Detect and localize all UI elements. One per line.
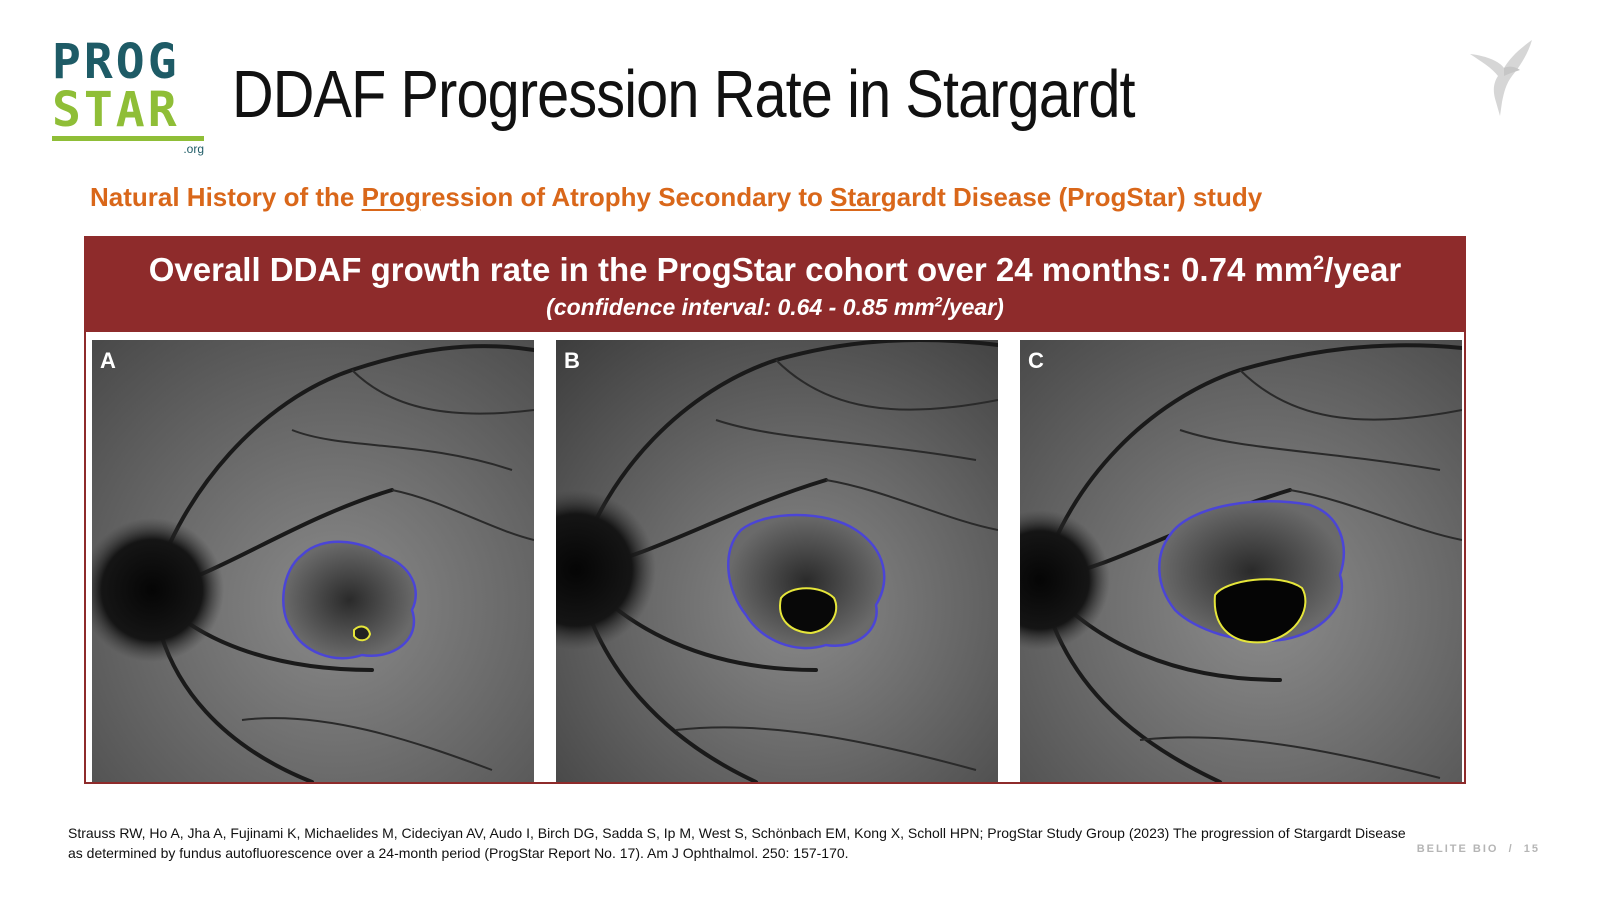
headline-sup: 2	[1313, 252, 1325, 275]
logo-line-prog: PROG	[52, 34, 180, 90]
image-label-a: A	[100, 348, 116, 373]
fundus-image-a: A	[92, 340, 534, 782]
fundus-b-graphic	[556, 340, 998, 782]
slide-title: DDAF Progression Rate in Stargardt	[232, 57, 1136, 132]
ci-unit: /year)	[942, 294, 1004, 320]
fundus-image-c: C	[1020, 340, 1462, 782]
growth-rate-headline: Overall DDAF growth rate in the ProgStar…	[86, 250, 1464, 290]
confidence-interval: (confidence interval: 0.64 - 0.85 mm2/ye…	[86, 292, 1464, 322]
page-number: 15	[1523, 843, 1540, 855]
logo-bar	[52, 136, 204, 141]
image-label-b: B	[564, 348, 580, 373]
image-label-c: C	[1028, 348, 1044, 373]
subtitle-star: Star	[830, 182, 881, 212]
fundus-image-b: B	[556, 340, 998, 782]
citation: Strauss RW, Ho A, Jha A, Fujinami K, Mic…	[68, 825, 1406, 861]
subtitle-part-1: Natural History of the	[90, 182, 362, 212]
headline-unit: /year	[1324, 251, 1402, 288]
subtitle-part-3: gardt Disease (ProgStar) study	[880, 182, 1263, 212]
progstar-logo: PROG STAR .org	[52, 38, 212, 160]
subtitle-prog: Prog	[361, 182, 421, 212]
growth-rate-banner: Overall DDAF growth rate in the ProgStar…	[86, 238, 1464, 332]
footer-separator: /	[1508, 843, 1514, 855]
logo-line-star: STAR	[52, 82, 180, 138]
subtitle-part-2: ression of Atrophy Secondary to	[420, 182, 831, 212]
fundus-c-graphic	[1020, 340, 1462, 782]
ci-sup: 2	[934, 294, 943, 310]
slide-footer: BELITE BIO / 15	[1417, 843, 1540, 855]
fundus-a-graphic	[92, 340, 534, 782]
headline-text: Overall DDAF growth rate in the ProgStar…	[148, 251, 1314, 288]
figure-panel: Overall DDAF growth rate in the ProgStar…	[84, 236, 1466, 784]
footer-brand: BELITE BIO	[1416, 843, 1499, 855]
study-subtitle: Natural History of the Progression of At…	[90, 182, 1262, 213]
ci-text: (confidence interval: 0.64 - 0.85 mm	[546, 294, 935, 320]
logo-org: .org	[183, 142, 204, 156]
bird-logo-icon	[1470, 40, 1532, 116]
